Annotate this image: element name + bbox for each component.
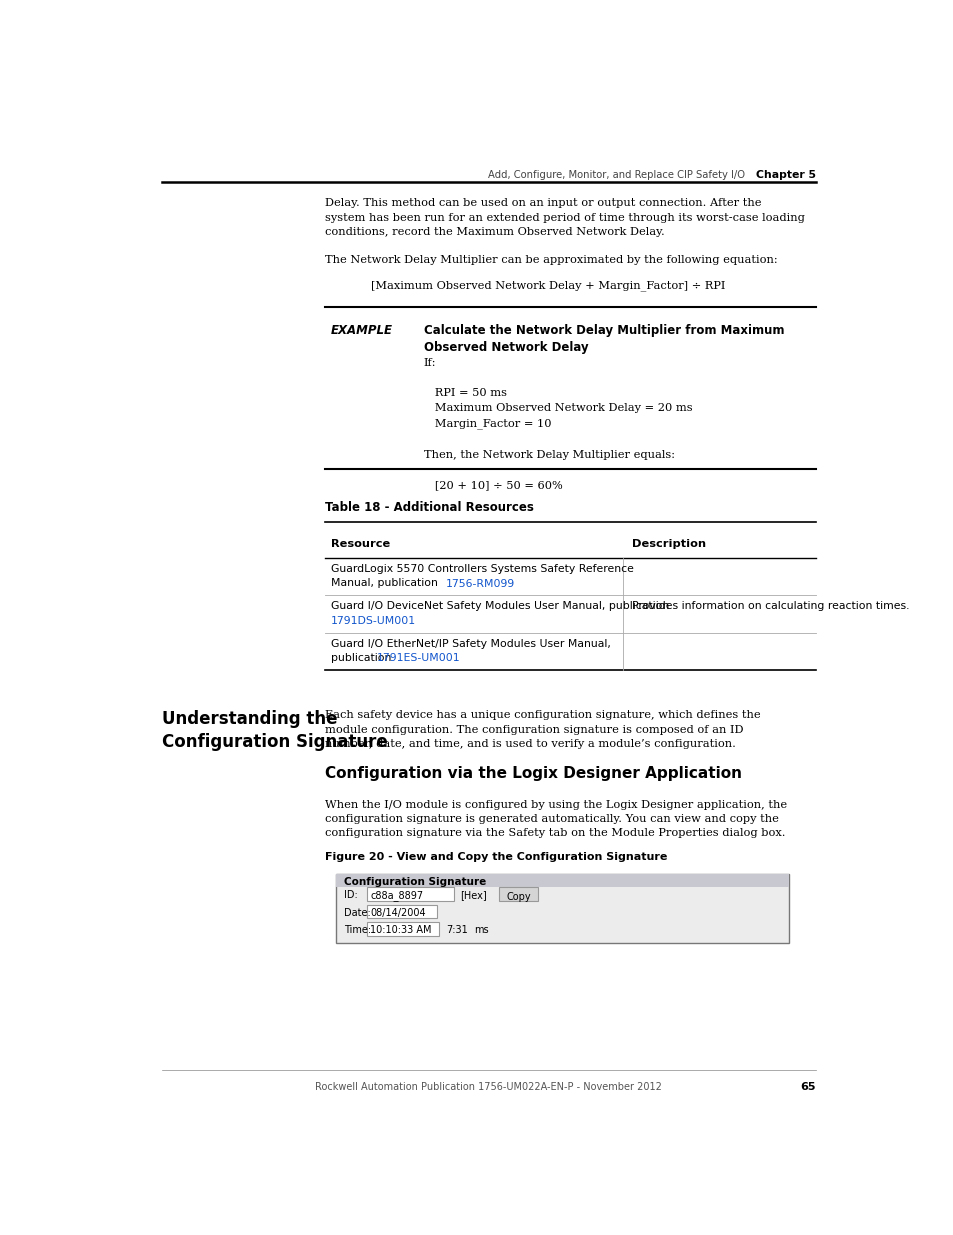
Text: Chapter 5: Chapter 5 — [755, 169, 815, 180]
Text: Figure 20 - View and Copy the Configuration Signature: Figure 20 - View and Copy the Configurat… — [324, 852, 666, 862]
Text: ID:: ID: — [344, 890, 357, 900]
Text: Description: Description — [632, 540, 705, 550]
FancyBboxPatch shape — [335, 873, 788, 887]
FancyBboxPatch shape — [367, 888, 454, 900]
Text: Rockwell Automation Publication 1756-UM022A-EN-P - November 2012: Rockwell Automation Publication 1756-UM0… — [315, 1082, 661, 1092]
Text: When the I/O module is configured by using the Logix Designer application, the
c: When the I/O module is configured by usi… — [324, 799, 786, 839]
Text: 1791DS-UM001: 1791DS-UM001 — [331, 615, 416, 626]
FancyBboxPatch shape — [335, 873, 788, 942]
Text: Time:: Time: — [344, 925, 371, 935]
Text: Provides information on calculating reaction times.: Provides information on calculating reac… — [632, 601, 909, 611]
FancyBboxPatch shape — [367, 905, 436, 918]
Text: 1791ES-UM001: 1791ES-UM001 — [376, 653, 460, 663]
Text: [Maximum Observed Network Delay + Margin_Factor] ÷ RPI: [Maximum Observed Network Delay + Margin… — [371, 280, 724, 290]
Text: GuardLogix 5570 Controllers Systems Safety Reference
Manual, publication: GuardLogix 5570 Controllers Systems Safe… — [331, 564, 633, 588]
Text: Date:: Date: — [344, 908, 371, 918]
Text: ms: ms — [474, 925, 488, 935]
Text: Guard I/O EtherNet/IP Safety Modules User Manual,: Guard I/O EtherNet/IP Safety Modules Use… — [331, 638, 610, 648]
Text: Configuration via the Logix Designer Application: Configuration via the Logix Designer App… — [324, 766, 740, 781]
Text: Table 18 - Additional Resources: Table 18 - Additional Resources — [324, 501, 533, 514]
Text: The Network Delay Multiplier can be approximated by the following equation:: The Network Delay Multiplier can be appr… — [324, 256, 777, 266]
FancyBboxPatch shape — [367, 923, 438, 936]
Text: 10:10:33 AM: 10:10:33 AM — [370, 925, 432, 935]
Text: Resource: Resource — [331, 540, 390, 550]
FancyBboxPatch shape — [498, 888, 537, 900]
Text: Each safety device has a unique configuration signature, which defines the
modul: Each safety device has a unique configur… — [324, 710, 760, 750]
Text: Understanding the
Configuration Signature: Understanding the Configuration Signatur… — [162, 710, 387, 751]
Text: Delay. This method can be used on an input or output connection. After the
syste: Delay. This method can be used on an inp… — [324, 199, 803, 237]
Text: 1756-RM099: 1756-RM099 — [445, 579, 515, 589]
Text: 7:31: 7:31 — [446, 925, 468, 935]
Text: 65: 65 — [800, 1082, 815, 1092]
Text: 08/14/2004: 08/14/2004 — [370, 908, 426, 918]
Text: publication: publication — [331, 653, 395, 663]
Text: [Hex]: [Hex] — [459, 890, 486, 900]
Text: Configuration Signature: Configuration Signature — [344, 877, 486, 887]
Text: Add, Configure, Monitor, and Replace CIP Safety I/O: Add, Configure, Monitor, and Replace CIP… — [487, 169, 744, 180]
Text: EXAMPLE: EXAMPLE — [331, 324, 393, 337]
Text: If:

   RPI = 50 ms
   Maximum Observed Network Delay = 20 ms
   Margin_Factor =: If: RPI = 50 ms Maximum Observed Network… — [423, 358, 692, 490]
Text: c88a_8897: c88a_8897 — [370, 890, 423, 902]
Text: Calculate the Network Delay Multiplier from Maximum
Observed Network Delay: Calculate the Network Delay Multiplier f… — [423, 324, 783, 354]
Text: Guard I/O DeviceNet Safety Modules User Manual, publication: Guard I/O DeviceNet Safety Modules User … — [331, 601, 668, 611]
Text: Copy: Copy — [505, 892, 530, 902]
